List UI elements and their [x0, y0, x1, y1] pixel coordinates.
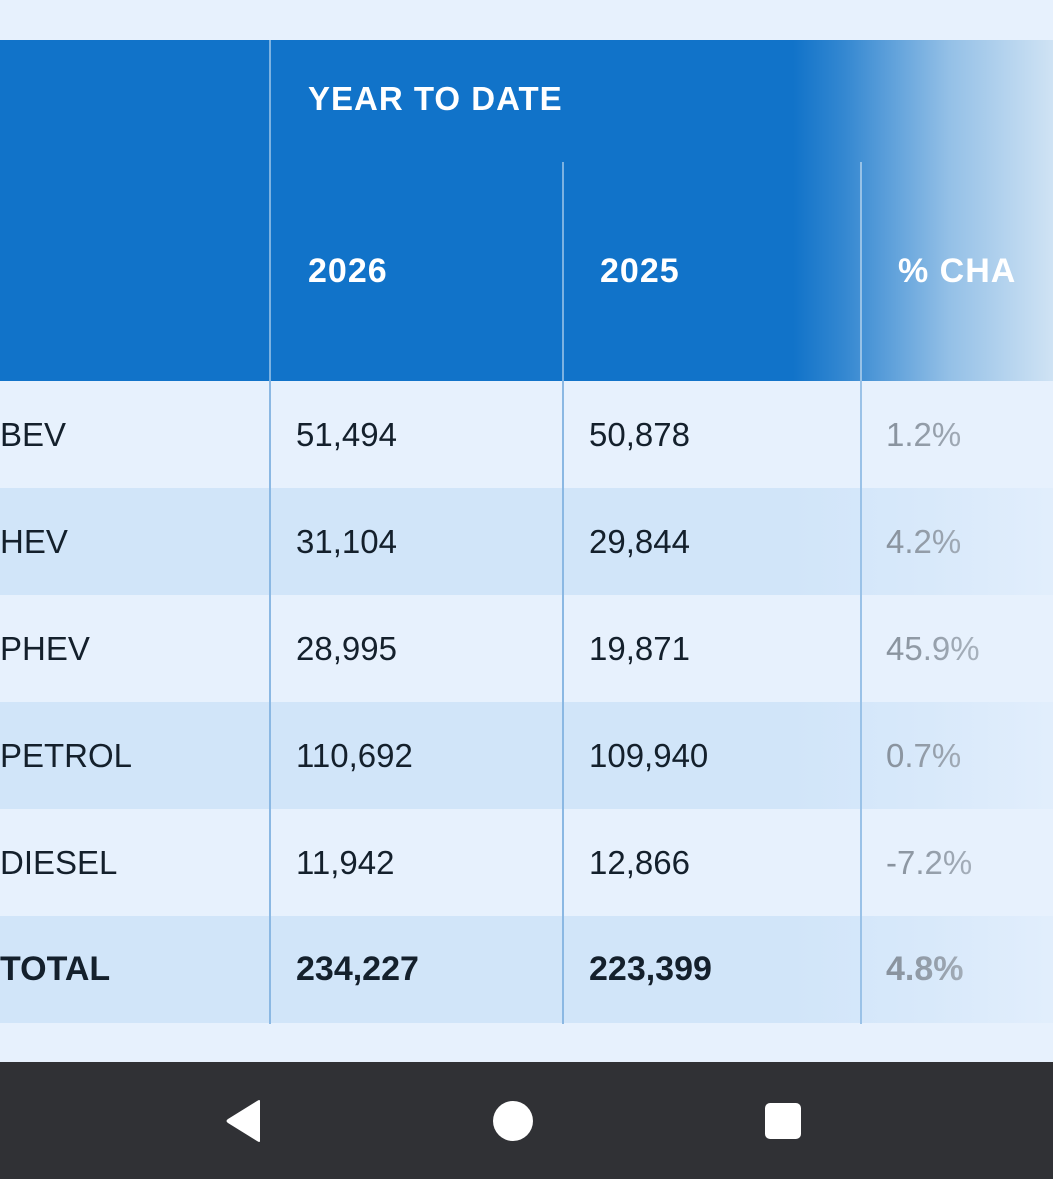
column-divider [860, 381, 862, 1024]
row-label: PETROL [0, 737, 133, 774]
back-icon [226, 1099, 260, 1142]
cell-pct-change: 1.2% [886, 416, 962, 453]
table-row: HEV 31,104 29,844 4.2% [0, 488, 1053, 595]
table-header: YEAR TO DATE 2026 2025 % CHA [0, 40, 1053, 381]
column-header-2025: 2025 [600, 252, 680, 290]
column-divider [562, 381, 564, 1024]
cell-pct-change: -7.2% [886, 844, 973, 881]
recents-button[interactable] [724, 1062, 841, 1179]
home-icon [492, 1100, 533, 1141]
table-row: PETROL 110,692 109,940 0.7% [0, 702, 1053, 809]
total-label: TOTAL [0, 950, 111, 988]
column-header-2026: 2026 [308, 252, 388, 290]
ytd-table: YEAR TO DATE 2026 2025 % CHA BEV 51,494 … [0, 40, 1053, 1024]
system-navigation-bar [0, 1062, 1053, 1179]
row-label: DIESEL [0, 844, 118, 881]
cell-2025: 19,871 [589, 630, 690, 667]
row-label: HEV [0, 523, 68, 560]
cell-pct-change: 4.2% [886, 523, 962, 560]
back-button[interactable] [185, 1062, 302, 1179]
column-divider [269, 381, 271, 1024]
cell-2025: 12,866 [589, 844, 690, 881]
cell-2025: 50,878 [589, 416, 690, 453]
cell-2025: 109,940 [589, 737, 709, 774]
table-row: BEV 51,494 50,878 1.2% [0, 381, 1053, 488]
cell-2026: 51,494 [296, 416, 397, 453]
table-total-row: TOTAL 234,227 223,399 4.8% [0, 916, 1053, 1023]
table-row: DIESEL 11,942 12,866 -7.2% [0, 809, 1053, 916]
total-2026: 234,227 [296, 950, 419, 988]
cell-pct-change: 0.7% [886, 737, 962, 774]
total-pct-change: 4.8% [886, 950, 964, 988]
cell-2026: 31,104 [296, 523, 397, 560]
cell-2025: 29,844 [589, 523, 690, 560]
row-label: BEV [0, 416, 67, 453]
cell-2026: 28,995 [296, 630, 397, 667]
table-row: PHEV 28,995 19,871 45.9% [0, 595, 1053, 702]
row-label: PHEV [0, 630, 90, 667]
cell-2026: 11,942 [296, 844, 395, 881]
column-divider [562, 162, 564, 381]
column-divider [860, 162, 862, 381]
group-header-title: YEAR TO DATE [308, 80, 563, 117]
home-button[interactable] [454, 1062, 571, 1179]
cell-2026: 110,692 [296, 737, 413, 774]
cell-pct-change: 45.9% [886, 630, 980, 667]
column-header-pct-change: % CHA [898, 252, 1017, 290]
recents-icon [764, 1102, 801, 1139]
column-divider [269, 40, 271, 381]
total-2025: 223,399 [589, 950, 712, 988]
